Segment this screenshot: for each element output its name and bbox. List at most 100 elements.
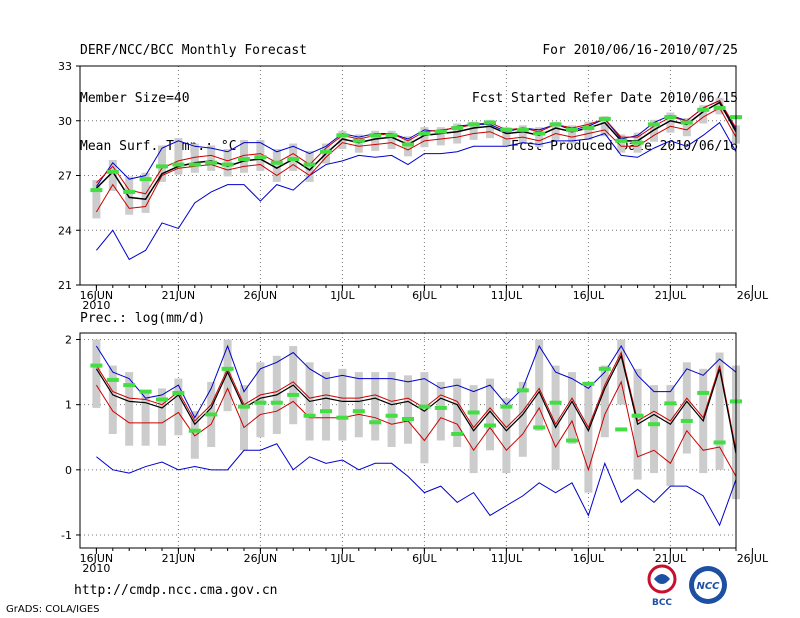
- precip-spread-box: [600, 365, 609, 438]
- header-title: DERF/NCC/BCC Monthly Forecast: [80, 43, 307, 58]
- temp-spread-box: [125, 176, 134, 215]
- precip-spread-box: [502, 398, 511, 474]
- precip-spread-box: [108, 365, 117, 434]
- precip-obs-marker: [598, 366, 611, 371]
- temp-obs-marker: [549, 122, 562, 127]
- precip-obs-marker: [205, 412, 218, 417]
- precip-xtick-label: 26JUL: [737, 552, 769, 565]
- precip-obs-marker: [156, 397, 168, 402]
- temp-ytick-label: 21: [58, 279, 72, 292]
- temp-obs-marker: [516, 127, 529, 132]
- bcc-logo-mark: [654, 574, 670, 584]
- temp-obs-marker: [713, 105, 726, 110]
- precip-obs-marker: [615, 427, 628, 432]
- temp-obs-marker: [648, 122, 660, 127]
- precip-obs-marker: [648, 422, 660, 427]
- temp-obs-marker: [156, 164, 168, 169]
- temp-spread-box: [600, 116, 609, 137]
- temp-spread-box: [650, 119, 658, 142]
- precip-obs-marker: [484, 423, 496, 428]
- precip-ytick-label: 2: [65, 334, 72, 347]
- temp-spread-box: [272, 149, 281, 182]
- temp-spread-box: [699, 105, 708, 124]
- precip-spread-box: [125, 372, 134, 446]
- precip-obs-marker: [434, 405, 447, 410]
- precip-obs-marker: [566, 438, 578, 443]
- precip-ytick-label: -1: [61, 529, 72, 542]
- precip-obs-marker: [533, 425, 546, 430]
- precip-obs-marker: [303, 413, 316, 418]
- temp-spread-box: [453, 123, 462, 144]
- temp-obs-marker: [533, 131, 546, 136]
- temp-obs-marker: [369, 133, 382, 138]
- temp-spread-box: [354, 134, 363, 153]
- temp-xtick-label: 1JUL: [330, 289, 355, 302]
- temp-obs-marker: [451, 126, 464, 131]
- precip-spread-box: [141, 391, 150, 446]
- precip-spread-box: [469, 385, 478, 474]
- precip-mean-line: [95, 354, 737, 454]
- temp-spread-box: [371, 130, 380, 151]
- temp-obs-marker: [287, 157, 300, 162]
- temp-xtick-label: 6JUL: [412, 289, 437, 302]
- precip-red-line: [95, 380, 737, 477]
- temp-spread-box: [240, 139, 248, 173]
- temp-spread-box: [92, 180, 101, 219]
- temp-xtick-label: 26JUL: [737, 289, 769, 302]
- temp-spread-box: [387, 130, 396, 150]
- precip-spread-box: [190, 411, 199, 459]
- precip-spread-box: [338, 368, 347, 441]
- temp-spread-box: [617, 134, 626, 153]
- precip-obs-marker: [713, 440, 726, 445]
- precip-spread-box: [92, 339, 101, 408]
- temp-spread-box: [584, 121, 593, 140]
- precip-spread-box: [256, 362, 265, 438]
- precip-obs-marker: [254, 400, 267, 405]
- precip-obs-marker: [270, 400, 283, 405]
- grads-credit: GrADS: COLA/IGES: [6, 604, 100, 615]
- temp-obs-marker: [270, 160, 283, 165]
- temp-obs-marker: [615, 138, 628, 143]
- precip-spread-box: [453, 378, 462, 448]
- precip-spread-box: [518, 381, 527, 457]
- precip-obs-marker: [680, 418, 693, 423]
- temp-xtick-label: 21JUN: [162, 289, 196, 302]
- temp-obs-marker: [238, 157, 250, 162]
- temp-xtick-label: 26JUN: [244, 289, 278, 302]
- temp-xtick-label: 21JUL: [655, 289, 687, 302]
- temp-spread-box: [502, 127, 511, 146]
- temp-xtick-label: 2010: [82, 299, 110, 312]
- precip-xtick-label: 16JUN: [80, 552, 114, 565]
- precip-obs-marker: [369, 420, 382, 425]
- precip-obs-marker: [172, 390, 185, 395]
- precip-xtick-label: 1JUL: [330, 552, 355, 565]
- precip-obs-marker: [123, 383, 136, 388]
- logos: BCC NCC: [647, 564, 727, 608]
- temp-obs-marker: [205, 160, 218, 165]
- temp-obs-marker: [697, 107, 710, 112]
- precip-xtick-label: 21JUN: [162, 552, 196, 565]
- temp-obs-marker: [402, 142, 414, 147]
- temp-spread-box: [682, 118, 691, 137]
- precip-obs-marker: [697, 390, 710, 395]
- precip-xtick-label: 2010: [82, 562, 110, 575]
- temp-spread-box: [535, 127, 544, 148]
- temp-xtick-label: 16JUN: [80, 289, 114, 302]
- precip-ens-min-line: [96, 443, 737, 527]
- temp-lower-line: [95, 107, 737, 213]
- temp-obs-marker: [303, 162, 316, 167]
- precip-spread-box: [174, 378, 183, 436]
- precip-xtick-label: 6JUL: [412, 552, 437, 565]
- ncc-logo-inner: [694, 571, 722, 599]
- precip-xtick-label: 16JUL: [573, 552, 605, 565]
- precip-spread-box: [650, 385, 658, 474]
- precip-ytick-label: 1: [65, 399, 72, 412]
- website-url[interactable]: http://cmdp.ncc.cma.gov.cn: [74, 583, 278, 598]
- temp-spread-box: [158, 145, 166, 182]
- precip-spread-box: [682, 362, 691, 454]
- temp-obs-marker: [90, 188, 103, 193]
- precip-obs-marker: [221, 366, 234, 371]
- temp-ytick-label: 30: [58, 115, 72, 128]
- temp-obs-marker: [254, 155, 267, 160]
- temp-spread-box: [174, 138, 183, 175]
